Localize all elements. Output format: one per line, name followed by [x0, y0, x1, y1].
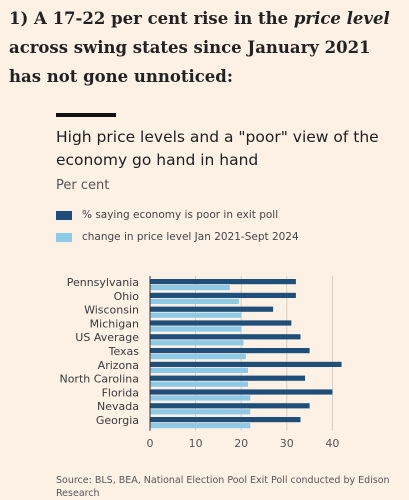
category-label: Ohio — [114, 290, 140, 303]
bar-poor-economy — [150, 389, 333, 395]
legend-item-price-level: change in price level Jan 2021-Sept 2024 — [56, 230, 299, 244]
bar-poor-economy — [150, 361, 342, 367]
bar-poor-economy — [150, 403, 310, 409]
bar-poor-economy — [150, 334, 301, 340]
bar-poor-economy — [150, 348, 310, 354]
x-tick-label: 20 — [234, 437, 248, 450]
x-tick-label: 40 — [325, 437, 339, 450]
bar-poor-economy — [150, 279, 296, 285]
bar-poor-economy — [150, 417, 301, 423]
category-label: Texas — [108, 345, 140, 358]
bar-price-level — [150, 326, 242, 332]
category-label: Wisconsin — [84, 304, 139, 317]
bar-price-level — [150, 423, 251, 429]
bar-price-level — [150, 298, 239, 304]
bar-poor-economy — [150, 306, 274, 312]
category-label: Georgia — [96, 414, 139, 427]
legend-item-poor-economy: % saying economy is poor in exit poll — [56, 208, 299, 222]
bar-poor-economy — [150, 375, 306, 381]
x-tick-label: 0 — [147, 437, 154, 450]
legend-label-poor-economy: % saying economy is poor in exit poll — [82, 209, 279, 221]
bar-poor-economy — [150, 292, 296, 298]
category-label: Nevada — [97, 400, 139, 413]
chart-legend: % saying economy is poor in exit poll ch… — [56, 208, 299, 252]
source-note: Source: BLS, BEA, National Election Pool… — [56, 475, 390, 499]
heading-text-end: across swing states since January 2021 h… — [9, 38, 371, 86]
category-label: Pennsylvania — [67, 276, 139, 289]
bar-price-level — [150, 409, 251, 415]
article-heading: 1) A 17-22 per cent rise in the price le… — [9, 4, 405, 91]
category-label: Michigan — [90, 317, 139, 330]
legend-label-price-level: change in price level Jan 2021-Sept 2024 — [82, 231, 299, 243]
category-label: North Carolina — [59, 373, 139, 386]
bar-price-level — [150, 395, 251, 401]
bar-price-level — [150, 312, 242, 318]
bar-price-level — [150, 354, 246, 360]
x-tick-label: 10 — [189, 437, 203, 450]
bar-price-level — [150, 367, 249, 373]
x-tick-label: 30 — [280, 437, 294, 450]
bar-poor-economy — [150, 320, 292, 326]
heading-emphasis: price level — [293, 9, 390, 28]
chart-unit: Per cent — [56, 178, 110, 193]
heading-text-start: 1) A 17-22 per cent rise in the — [9, 9, 294, 28]
chart-top-rule — [56, 113, 116, 117]
bar-price-level — [150, 340, 244, 346]
category-label: Florida — [102, 386, 139, 399]
category-label: US Average — [75, 331, 139, 344]
bar-price-level — [150, 285, 230, 291]
legend-swatch-dark — [56, 210, 72, 220]
category-label: Arizona — [98, 359, 139, 372]
chart-title: High price levels and a "poor" view of t… — [56, 128, 379, 169]
bar-price-level — [150, 381, 249, 387]
legend-swatch-light — [56, 232, 72, 242]
bar-chart: 0 10 20 30 40 PennsylvaniaOhioWisconsinMichig… — [59, 276, 342, 450]
